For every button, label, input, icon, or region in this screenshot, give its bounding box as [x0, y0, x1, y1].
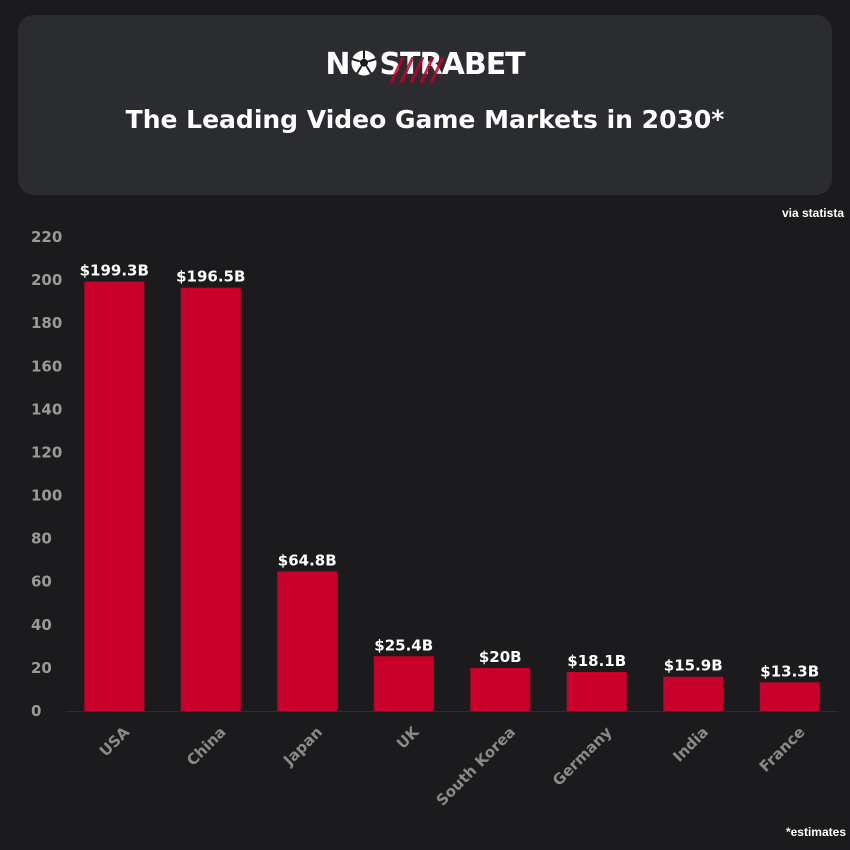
bar — [277, 571, 338, 711]
brand-logo: N STRABET — [18, 47, 832, 83]
y-tick-label: 220 — [31, 228, 62, 246]
page-title: The Leading Video Game Markets in 2030* — [125, 105, 725, 134]
x-tick-label: China — [183, 723, 229, 769]
data-label: $64.8B — [278, 551, 337, 569]
y-tick-label: 120 — [31, 443, 62, 461]
header-card: N STRABET The Leading Video Game Markets… — [18, 15, 832, 195]
data-label: $15.9B — [664, 657, 723, 675]
bar — [84, 281, 145, 711]
bar — [566, 672, 627, 711]
bar — [759, 682, 820, 711]
x-tick-label: Germany — [549, 723, 616, 790]
x-tick-label: India — [669, 723, 712, 766]
bar — [180, 287, 241, 711]
y-tick-label: 180 — [31, 314, 62, 332]
data-label: $18.1B — [567, 652, 626, 670]
y-tick-label: 200 — [31, 271, 62, 289]
data-label: $25.4B — [374, 636, 433, 654]
y-tick-label: 140 — [31, 400, 62, 418]
x-tick-label: Japan — [279, 723, 326, 770]
data-label: $196.5B — [176, 268, 245, 286]
bar — [663, 676, 724, 711]
data-label: $199.3B — [80, 262, 149, 280]
bar — [373, 656, 434, 711]
y-tick-label: 100 — [31, 487, 62, 505]
y-tick-label: 160 — [31, 357, 62, 375]
y-tick-label: 40 — [31, 616, 52, 634]
source-note: via statista — [781, 206, 844, 220]
bar — [470, 667, 531, 711]
y-tick-label: 60 — [31, 573, 52, 591]
x-tick-label: France — [756, 723, 809, 776]
x-tick-label: South Korea — [433, 723, 519, 809]
footnote: *estimates — [785, 825, 846, 839]
logo-prefix: N — [325, 47, 350, 82]
soccer-ball-icon — [350, 49, 378, 77]
logo-stripes — [389, 57, 445, 83]
y-tick-label: 0 — [31, 702, 41, 720]
y-tick-label: 80 — [31, 530, 52, 548]
y-tick-label: 20 — [31, 659, 52, 677]
data-label: $20B — [479, 648, 522, 666]
data-label: $13.3B — [760, 662, 819, 680]
x-tick-label: USA — [96, 723, 133, 760]
x-tick-label: UK — [393, 722, 424, 753]
